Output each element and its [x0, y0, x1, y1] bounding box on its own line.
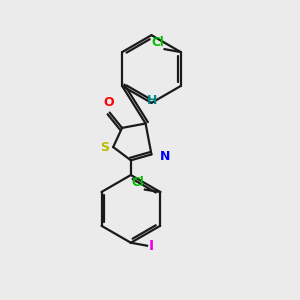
Text: H: H [147, 94, 158, 107]
Text: O: O [103, 96, 113, 109]
Text: Cl: Cl [151, 36, 164, 49]
Text: Cl: Cl [131, 176, 144, 189]
Text: N: N [160, 150, 170, 163]
Text: I: I [148, 239, 154, 253]
Text: S: S [100, 141, 109, 154]
